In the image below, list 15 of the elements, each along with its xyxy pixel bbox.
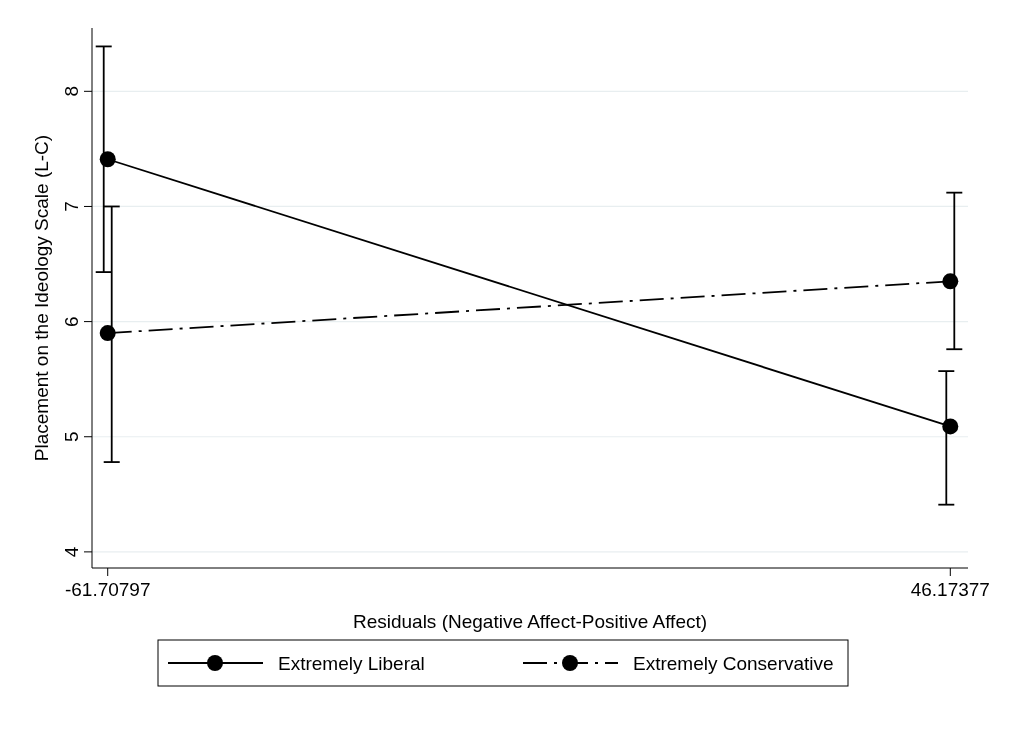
legend-label: Extremely Liberal: [278, 653, 425, 674]
legend-label: Extremely Conservative: [633, 653, 834, 674]
y-tick-label: 5: [61, 431, 82, 443]
y-axis-title: Placement on the Ideology Scale (L-C): [31, 134, 52, 462]
x-tick-label: -61.70797: [64, 579, 151, 600]
point: [99, 151, 116, 168]
y-tick-label: 6: [61, 316, 82, 327]
point: [99, 325, 116, 342]
x-tick-label: 46.17377: [910, 579, 990, 600]
y-tick-label: 8: [61, 86, 82, 97]
point: [942, 273, 959, 290]
x-axis-title: Residuals (Negative Affect-Positive Affect): [352, 611, 708, 632]
y-tick-label: 7: [61, 201, 82, 212]
point: [942, 418, 959, 435]
y-tick-label: 4: [61, 546, 82, 558]
